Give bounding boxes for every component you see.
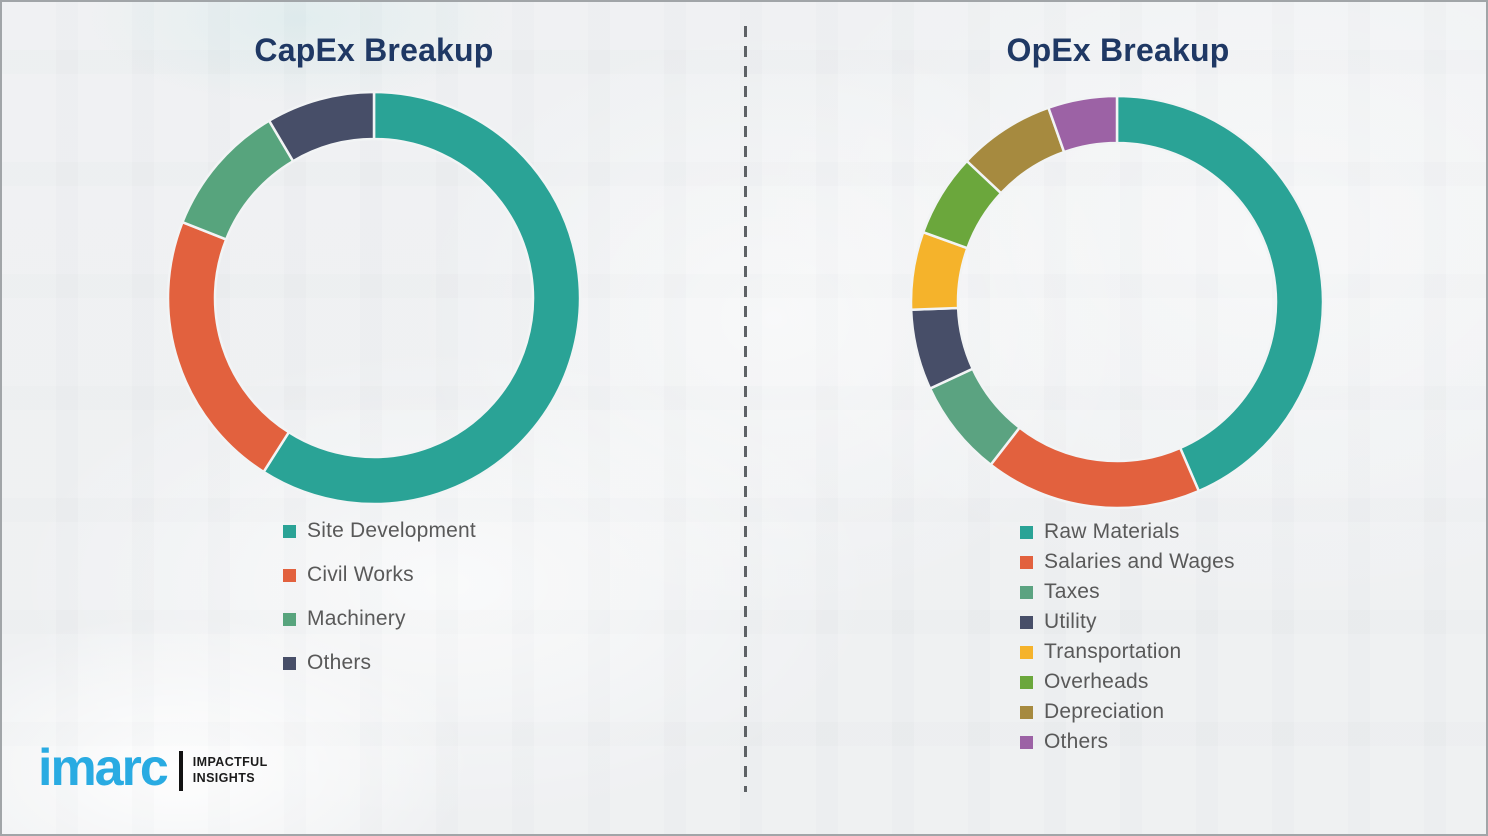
legend-label: Salaries and Wages: [1044, 550, 1235, 573]
legend-swatch-others: [1020, 735, 1033, 749]
legend-label: Others: [307, 651, 372, 674]
legend-item-raw-materials: Raw Materials: [1020, 517, 1235, 547]
legend-item-utility: Utility: [1020, 607, 1235, 637]
legend-item-site-development: Site Development: [283, 509, 476, 553]
legend-swatch-others: [283, 656, 296, 670]
legend-label: Others: [1044, 730, 1109, 753]
slice-others: [267, 90, 376, 163]
slice-civil-works: [166, 220, 291, 474]
legend-swatch-utility: [1020, 615, 1033, 629]
legend-item-depreciation: Depreciation: [1020, 697, 1235, 727]
legend-item-transportation: Transportation: [1020, 637, 1235, 667]
capex-chart-title: CapEx Breakup: [254, 32, 494, 68]
legend-label: Transportation: [1044, 640, 1182, 663]
legend-swatch-taxes: [1020, 585, 1033, 599]
imarc-logo-text: imarc: [38, 739, 169, 797]
legend-swatch-depreciation: [1020, 705, 1033, 719]
capex-legend: Site Development Civil Works Machinery Othe…: [283, 509, 476, 685]
logo-tagline-line1: IMPACTFUL: [192, 755, 268, 770]
opex-legend: Raw Materials Salaries and Wages Taxes Util…: [1020, 517, 1235, 757]
legend-label: Civil Works: [307, 563, 414, 586]
legend-swatch-site-development: [283, 524, 296, 538]
capex-panel: CapEx Breakup Site Development Civil Work…: [2, 2, 746, 834]
legend-label: Site Development: [307, 519, 476, 542]
legend-label: Overheads: [1044, 670, 1149, 693]
slice-site-development: [261, 90, 582, 506]
legend-swatch-overheads: [1020, 675, 1033, 689]
legend-item-others: Others: [283, 641, 476, 685]
legend-swatch-machinery: [283, 612, 296, 626]
slice-machinery: [180, 118, 295, 242]
capex-donut-chart: [166, 90, 582, 506]
dashed-divider-line: [744, 26, 747, 792]
legend-item-taxes: Taxes: [1020, 577, 1235, 607]
legend-label: Taxes: [1044, 580, 1100, 603]
legend-item-overheads: Overheads: [1020, 667, 1235, 697]
legend-label: Utility: [1044, 610, 1097, 633]
legend-item-civil-works: Civil Works: [283, 553, 476, 597]
logo-tagline: IMPACTFUL INSIGHTS: [193, 755, 268, 786]
legend-item-machinery: Machinery: [283, 597, 476, 641]
legend-label: Machinery: [307, 607, 406, 630]
opex-panel: OpEx Breakup Raw Materials Salaries and W…: [746, 2, 1486, 834]
opex-chart-title: OpEx Breakup: [1006, 32, 1230, 68]
slice-salaries-and-wages: [988, 425, 1201, 510]
legend-item-others: Others: [1020, 727, 1235, 757]
legend-item-salaries-and-wages: Salaries and Wages: [1020, 547, 1235, 577]
legend-swatch-salaries-and-wages: [1020, 555, 1033, 569]
legend-label: Raw Materials: [1044, 520, 1180, 543]
legend-label: Depreciation: [1044, 700, 1165, 723]
logo-tagline-line2: INSIGHTS: [192, 771, 255, 785]
slice-others: [1046, 94, 1119, 154]
legend-swatch-transportation: [1020, 645, 1033, 659]
legend-swatch-civil-works: [283, 568, 296, 582]
imarc-logo: imarc IMPACTFUL INSIGHTS: [38, 742, 268, 794]
opex-donut-chart: [909, 94, 1325, 510]
logo-divider-bar: [178, 751, 183, 791]
slice-raw-materials: [1115, 94, 1325, 493]
legend-swatch-raw-materials: [1020, 525, 1033, 539]
